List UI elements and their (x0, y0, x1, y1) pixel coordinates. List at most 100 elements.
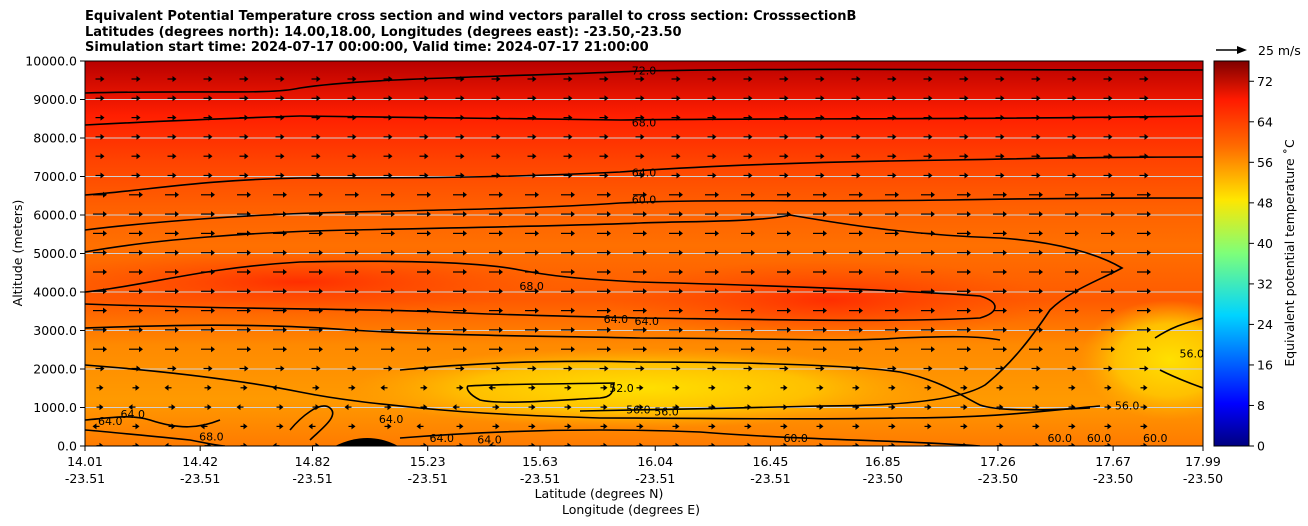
colorbar-tick-label: 24 (1257, 317, 1273, 332)
wind-vector-head (639, 404, 644, 411)
wind-vector-head (175, 249, 179, 256)
x-tick-label-lat: 17.26 (980, 454, 1016, 469)
wind-vector-head (711, 442, 716, 446)
wind-vector-head (463, 326, 467, 333)
wind-vector-head (964, 114, 969, 121)
wind-vector-head (424, 95, 429, 102)
wind-vector-head (967, 307, 971, 314)
contour-68 (85, 115, 1203, 126)
colorbar-tick-label: 32 (1257, 276, 1273, 291)
wind-vector-head (1143, 384, 1148, 391)
wind-vector-head (823, 346, 827, 353)
wind-vector-head (931, 288, 935, 295)
wind-vector-head (895, 230, 899, 237)
wind-vector-head (100, 365, 105, 372)
y-tick-label: 5000.0 (33, 246, 77, 261)
wind-vector-head (535, 211, 539, 218)
wind-vector-head (676, 114, 681, 121)
colorbar-ramp (1214, 61, 1249, 446)
wind-vector-head (1075, 230, 1079, 237)
wind-vector-head (931, 191, 935, 198)
wind-vector-head (712, 365, 717, 372)
contour-64-left (85, 416, 221, 428)
wind-vector-head (211, 191, 215, 198)
contour-label: 68.0 (199, 430, 224, 443)
wind-vector-head (352, 172, 357, 179)
wind-vector-head (1072, 76, 1077, 82)
wind-vector-head (1144, 172, 1149, 179)
wind-vector-head (139, 211, 143, 218)
wind-vector-head (823, 211, 827, 218)
wind-vector-head (535, 307, 539, 314)
wind-vector-head (823, 307, 827, 314)
wind-vector-head (236, 404, 241, 411)
contour-label: 72.0 (632, 65, 657, 78)
wind-vector-head (856, 95, 861, 102)
wind-vector-head (715, 346, 719, 353)
wind-vector-head (103, 288, 107, 295)
wind-vector-head (99, 404, 104, 411)
chart-title: Equivalent Potential Temperature cross s… (85, 9, 856, 56)
wind-vector-head (1000, 76, 1005, 82)
wind-vector-head (1000, 95, 1005, 102)
y-tick-label: 7000.0 (33, 169, 77, 184)
wind-vector-head (1075, 307, 1079, 314)
wind-vector-head (1075, 288, 1079, 295)
wind-vector-head (531, 423, 536, 430)
wind-vector-head (751, 211, 755, 218)
wind-vector-head (1143, 404, 1148, 411)
colorbar-frame (1213, 60, 1250, 447)
wind-vector-head (820, 133, 825, 140)
wind-vector-head (928, 114, 933, 121)
wind-vector-head (319, 269, 323, 275)
y-axis-ticks: 0.0 1000.0 2000.0 3000.0 4000.0 5000.0 6000.0 7… (25, 54, 85, 454)
wind-vector-head (315, 442, 320, 446)
wind-vector-head (200, 423, 205, 430)
wind-vector-head (463, 288, 467, 295)
wind-vector-head (1039, 326, 1043, 333)
wind-vector-head (319, 288, 323, 295)
wind-vector-head (1072, 153, 1077, 160)
wind-vector-head (748, 172, 753, 179)
wind-vector-head (1147, 326, 1151, 333)
contour-68-left (85, 429, 226, 446)
colorbar-ticks: 0 8 16 24 32 40 48 56 64 72 (1249, 74, 1273, 454)
contour-64-mid (85, 214, 1124, 412)
colorbar-tick-label: 16 (1257, 357, 1273, 372)
wind-vector-head (931, 269, 935, 275)
wind-vector-head (892, 95, 897, 102)
wind-vector-head (1035, 404, 1040, 411)
wind-vector-head (351, 423, 356, 430)
wind-vector-head (319, 307, 323, 314)
wind-vector-head (499, 269, 503, 275)
wind-vector-head (639, 423, 644, 430)
wind-vector-head (679, 230, 683, 237)
wind-vector-head (823, 326, 827, 333)
wind-vector-head (568, 133, 573, 140)
wind-vector-head (823, 230, 827, 237)
wind-vector-head (463, 346, 467, 353)
wind-vector-head (1111, 249, 1115, 256)
wind-vector-head (172, 114, 177, 121)
wind-vector-head (136, 95, 141, 102)
wind-vector-head (999, 384, 1004, 391)
wind-vector-head (244, 172, 249, 179)
wind-vector-head (640, 172, 645, 179)
quiver-key: 25 m/s (1216, 43, 1301, 58)
contour-label: 68.0 (632, 117, 657, 130)
wind-vector-head (711, 384, 716, 391)
contour-label: 68.0 (519, 280, 544, 293)
y-tick-label: 4000.0 (33, 285, 77, 300)
wind-vector-head (92, 423, 97, 430)
wind-vector-head (243, 423, 248, 430)
wind-vector-head (1072, 172, 1077, 179)
x-tick-label-lon: -23.51 (750, 471, 790, 486)
wind-vector-head (136, 365, 141, 372)
wind-vector-head (316, 172, 321, 179)
wind-vector-head (208, 365, 213, 372)
wind-vector-head (380, 442, 385, 446)
wind-vector-head (784, 365, 789, 372)
x-tick-label-lon: -23.50 (1183, 471, 1223, 486)
wind-vector-head (1107, 442, 1112, 446)
wind-vector-head (532, 365, 537, 372)
